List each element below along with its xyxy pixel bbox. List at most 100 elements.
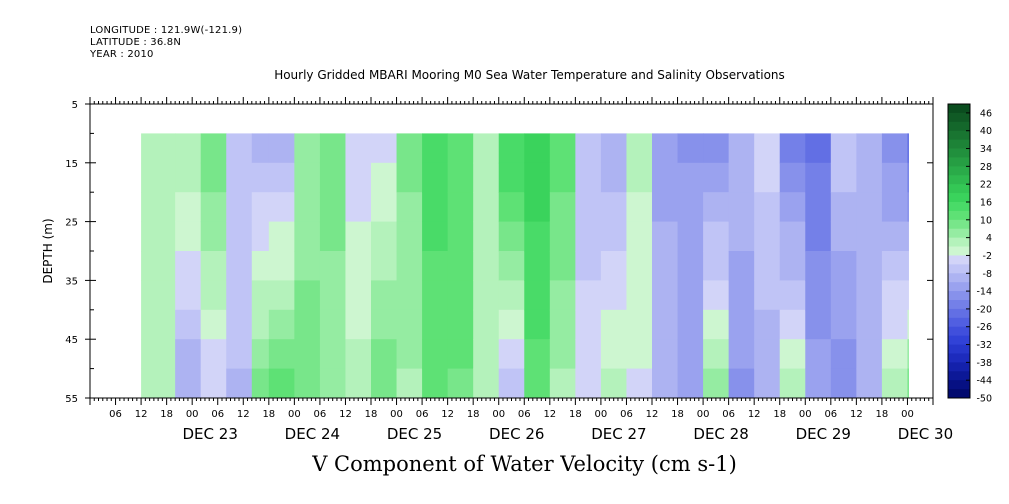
chart-title: Hourly Gridded MBARI Mooring M0 Sea Wate… [274, 68, 785, 82]
heat-cell [498, 339, 525, 370]
heat-cell [703, 162, 730, 193]
heat-cell [141, 221, 176, 252]
heat-cell [345, 133, 372, 164]
heat-cell [498, 309, 525, 340]
heat-cell [422, 251, 449, 281]
heat-cell [371, 133, 398, 164]
heat-cell [200, 309, 227, 340]
heat-cell [200, 251, 227, 281]
colorbar-swatch [948, 157, 970, 167]
heat-cell [175, 221, 202, 252]
x-hour-label: 06 [314, 409, 327, 420]
x-hour-label: 18 [671, 409, 684, 420]
heat-cell [251, 251, 270, 281]
x-day-label: DEC 28 [693, 425, 748, 443]
heat-cell [703, 221, 730, 252]
x-hour-label: 18 [773, 409, 786, 420]
heat-cell [371, 368, 398, 399]
heat-cell [371, 339, 398, 370]
y-tick-label: 25 [65, 218, 78, 229]
x-hour-label: 12 [339, 409, 352, 420]
heat-cell [294, 280, 321, 311]
y-tick-label: 35 [65, 276, 78, 287]
heat-cell [345, 368, 372, 399]
heat-cell [251, 309, 270, 340]
heat-cell [703, 309, 730, 340]
heat-cell [447, 368, 474, 399]
heat-cell [226, 192, 253, 223]
x-hour-label: 18 [569, 409, 582, 420]
heat-cell [728, 162, 755, 193]
x-hour-label: 00 [492, 409, 505, 420]
heat-cell [473, 133, 500, 164]
heat-cell [498, 368, 525, 399]
heat-cell [294, 221, 321, 252]
heat-cell [830, 133, 857, 164]
heat-cell [779, 280, 806, 311]
heat-cell [626, 280, 653, 311]
heat-cell [856, 309, 883, 340]
heat-cell [498, 133, 525, 164]
colorbar-swatch [948, 228, 970, 239]
colorbar-swatch [948, 184, 970, 194]
heat-cell [319, 339, 346, 370]
heat-cell [498, 192, 525, 223]
heat-cell [345, 162, 372, 193]
heat-cell [396, 162, 423, 193]
heat-cell [779, 309, 806, 340]
heat-cell [856, 133, 883, 164]
colorbar-swatch [948, 193, 970, 203]
heat-cell [728, 133, 755, 164]
colorbar-label: -8 [983, 269, 992, 280]
heat-cell [805, 368, 832, 399]
heat-cell [652, 192, 679, 223]
heat-cell [371, 162, 398, 193]
heat-cell [498, 280, 525, 311]
heat-cell [319, 192, 346, 223]
heat-cell [396, 339, 423, 370]
colorbar-swatch [948, 237, 970, 247]
heat-cell [268, 133, 295, 164]
heat-cell [371, 192, 398, 223]
heat-cell [498, 162, 525, 193]
colorbar-frame [947, 103, 971, 399]
colorbar-label: 40 [980, 126, 992, 137]
heat-cell [422, 280, 449, 311]
colorbar-swatch [948, 317, 970, 328]
heat-cell [881, 280, 908, 311]
heat-cell [805, 339, 832, 370]
heat-cell [575, 162, 602, 193]
heat-cell [677, 251, 704, 281]
heat-cell [175, 309, 202, 340]
colorbar-label: -32 [976, 340, 992, 351]
heat-cell [575, 221, 602, 252]
heat-cell [524, 221, 551, 252]
x-hour-label: 12 [646, 409, 659, 420]
heat-cell [422, 192, 449, 223]
heat-cell [677, 133, 704, 164]
x-hour-label: 00 [595, 409, 608, 420]
heat-cell [549, 162, 576, 193]
heat-cell [626, 368, 653, 399]
axis-ticks: 5 15 25 35 45 55 06 12 18 00 06 12 18 00 06 12 18 00 06 12 1… [65, 97, 953, 443]
x-hour-label: 12 [543, 409, 556, 420]
heat-cell [703, 280, 730, 311]
heat-cell [549, 309, 576, 340]
heat-cell [226, 280, 253, 311]
heat-cell [856, 280, 883, 311]
heat-cell [907, 280, 909, 311]
heat-cell [881, 221, 908, 252]
colorbar-swatch [948, 121, 970, 132]
heat-cell [268, 309, 295, 340]
heat-cell [524, 192, 551, 223]
heat-cell [226, 309, 253, 340]
heat-cell [396, 221, 423, 252]
colorbar-swatch [948, 219, 970, 230]
colorbar-label: -38 [976, 358, 992, 369]
heat-cell [830, 339, 857, 370]
heat-cell [268, 251, 295, 281]
y-tick-label: 45 [65, 335, 78, 346]
heat-cell [141, 192, 176, 223]
heat-cell [703, 368, 730, 399]
